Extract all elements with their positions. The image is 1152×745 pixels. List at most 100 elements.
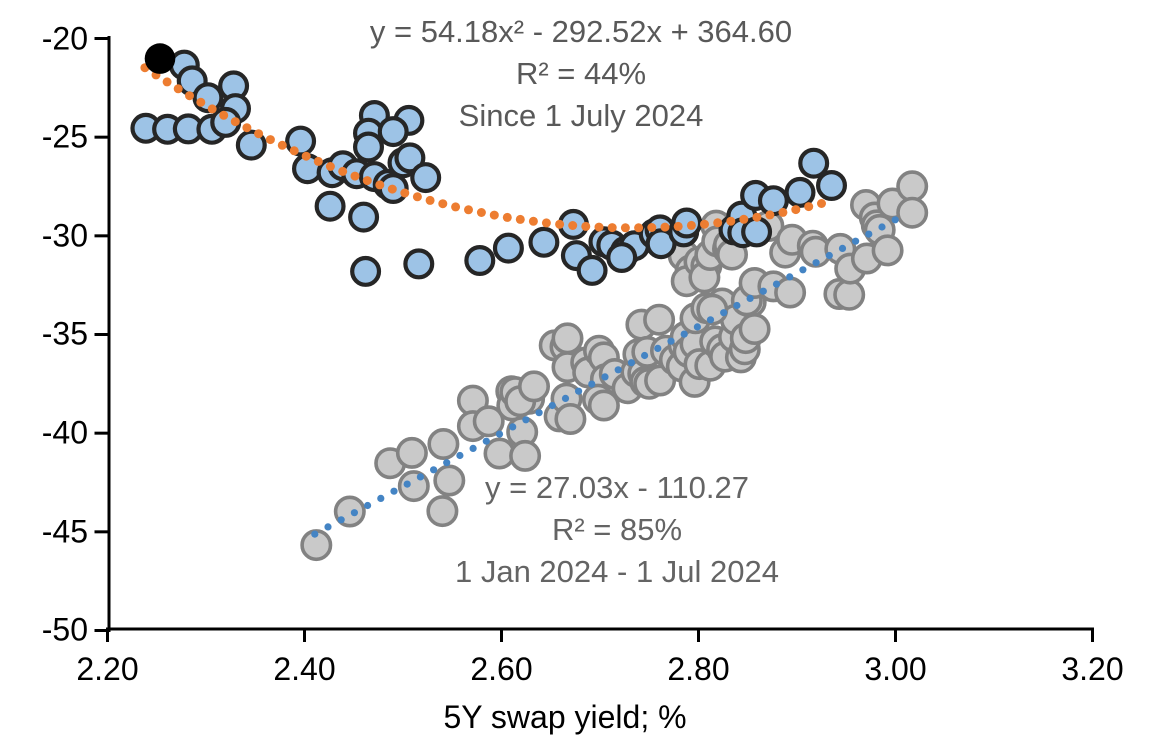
trendline-dot <box>825 251 833 260</box>
trendline-dot <box>162 77 172 87</box>
trendline-dot <box>509 423 517 431</box>
trendline-dot <box>350 171 360 181</box>
data-point-blue <box>394 142 426 174</box>
trendline-dot <box>196 97 206 107</box>
data-point-blue <box>410 162 442 194</box>
data-point-blue <box>528 226 560 258</box>
trendline-dot <box>575 387 583 395</box>
trendline-dot <box>700 219 709 229</box>
trendline-dot <box>412 192 422 202</box>
trendline-dot <box>495 430 504 438</box>
trendline-dot <box>627 359 636 367</box>
data-point-blue <box>314 190 346 222</box>
trendline-dot <box>456 451 464 460</box>
trendline-dot <box>489 210 499 220</box>
data-point-gray <box>833 278 866 311</box>
annotation-lower-equation: y = 27.03x - 110.27 <box>485 470 749 505</box>
trendline-dot <box>185 91 194 101</box>
trendline-dot <box>733 301 741 310</box>
data-point-gray <box>696 293 729 326</box>
trendline-dot <box>634 223 644 233</box>
trendline-dot <box>522 416 530 424</box>
trendline-dot <box>680 330 688 338</box>
annotation-upper-equation: y = 54.18x² - 292.52x + 364.60 <box>369 14 793 49</box>
x-tick-label-3.20: 3.20 <box>1061 651 1124 687</box>
data-point-blue <box>403 248 435 280</box>
trendline-dot <box>647 223 657 232</box>
trendline-dot <box>772 280 781 288</box>
data-point-blue <box>348 201 380 233</box>
data-point-gray <box>774 276 807 309</box>
trendline-dot <box>660 222 670 232</box>
trendline-dot <box>265 135 275 145</box>
data-point-gray <box>587 389 620 422</box>
trendline-dot <box>812 259 820 267</box>
trendline-dot <box>752 212 762 222</box>
data-point-gray <box>554 402 587 435</box>
trendline-dot <box>804 202 814 212</box>
trendline-dot <box>786 273 794 281</box>
y-tick-label--30: -30 <box>41 217 88 254</box>
data-point-gray <box>896 170 929 203</box>
trendline-dot <box>852 237 860 245</box>
trendline-dot <box>555 219 565 229</box>
trendline-dot <box>325 162 335 171</box>
trendline-dot <box>207 104 217 114</box>
data-point-blue <box>353 131 385 163</box>
annotation-upper-period: Since 1 July 2024 <box>458 98 704 133</box>
trendline-dot <box>364 501 372 510</box>
trendline-dot <box>313 156 323 166</box>
trendline-dot <box>720 309 728 317</box>
trendline-dot <box>425 195 435 205</box>
trendline-dot <box>601 373 609 381</box>
trendline-dot <box>817 199 826 208</box>
trendline-dot <box>561 394 570 402</box>
trendline-dot <box>254 129 264 139</box>
data-point-gray <box>517 370 550 403</box>
data-point-blue <box>464 245 496 277</box>
trendline-dot <box>301 151 311 161</box>
trendline-dot <box>686 220 696 230</box>
trendline-dot <box>476 208 486 217</box>
trendline-dot <box>242 123 252 133</box>
data-point-blue <box>741 216 773 248</box>
trendline-dot <box>726 216 736 226</box>
trendline-dot <box>219 110 229 120</box>
data-point-blue <box>798 147 830 179</box>
x-tick-label-2.40: 2.40 <box>273 651 336 687</box>
x-axis-title: 5Y swap yield; % <box>443 699 687 735</box>
x-tick-label-2.60: 2.60 <box>470 651 533 687</box>
data-point-gray <box>738 312 771 345</box>
trendline-dot <box>438 199 448 209</box>
trendline-dot <box>693 323 702 331</box>
trendline-dot <box>541 218 551 228</box>
trendline-dot <box>799 266 807 274</box>
y-tick-label--25: -25 <box>41 118 88 155</box>
trendline-dot <box>614 366 622 374</box>
trendline-dot <box>528 216 538 226</box>
trendline-dot <box>535 409 543 417</box>
data-point-gray <box>643 303 676 336</box>
trendline-dot <box>791 205 801 215</box>
trendline-dot <box>654 344 662 352</box>
trendline-dot <box>377 494 385 502</box>
trendline-dot <box>515 214 525 224</box>
data-point-gray <box>426 495 459 528</box>
data-point-gray <box>427 427 460 460</box>
trendline-dot <box>289 146 299 156</box>
trendline-dot <box>430 466 438 474</box>
data-point-blue <box>377 116 409 148</box>
annotation-lower-r2: R² = 85% <box>551 512 683 547</box>
trendline-dot <box>594 222 604 232</box>
data-point-gray <box>896 196 929 229</box>
trendline-dot <box>607 223 617 233</box>
trendline-dot <box>581 221 591 231</box>
data-point-blue <box>350 255 382 287</box>
trendline-dot <box>277 140 287 150</box>
trendline-dot <box>362 176 372 186</box>
trendline-dot <box>667 337 675 345</box>
trendline-dot <box>588 380 596 388</box>
trendline-dot <box>765 210 775 220</box>
